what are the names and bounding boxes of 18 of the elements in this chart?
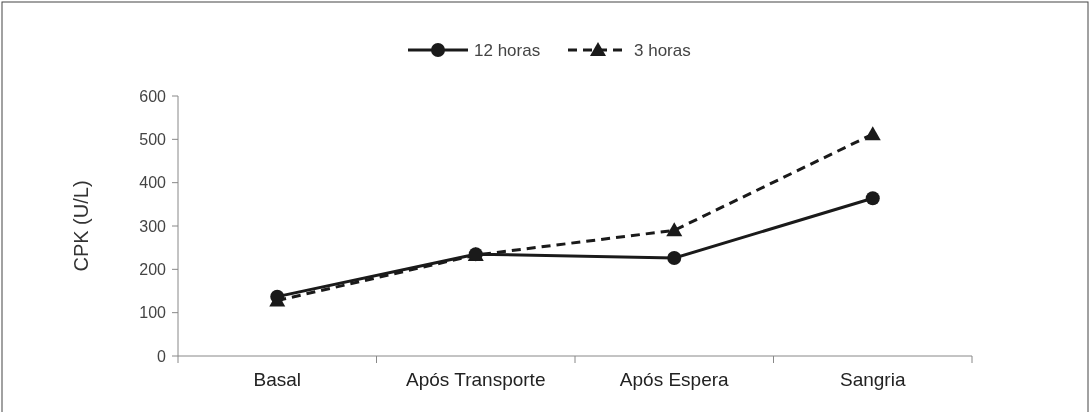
x-tick-label: Após Espera	[619, 369, 730, 390]
y-tick-label: 200	[139, 260, 167, 278]
y-tick-label: 500	[139, 130, 167, 148]
point	[864, 126, 881, 141]
y-tick-label: 0	[157, 347, 167, 365]
y-tick-label: 600	[139, 87, 167, 105]
y-tick-label: 400	[139, 174, 167, 192]
x-tick-label: Basal	[253, 369, 302, 390]
y-tick-label: 300	[139, 217, 167, 235]
x-tick-label: Após Transporte	[406, 369, 546, 390]
y-tick-label: 100	[139, 304, 167, 322]
x-tick-label: Sangria	[840, 369, 906, 390]
point	[666, 222, 683, 237]
legend-label: 12 horas	[474, 40, 541, 60]
y-axis-title: CPK (U/L)	[70, 180, 92, 272]
legend-label: 3 horas	[634, 40, 691, 60]
point	[865, 191, 880, 206]
point	[667, 251, 682, 266]
